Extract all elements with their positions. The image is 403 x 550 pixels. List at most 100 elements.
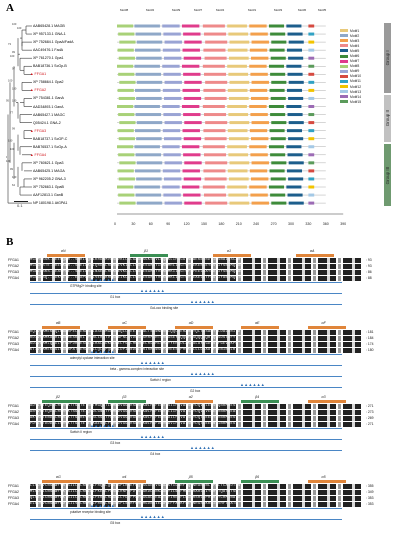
motif-block — [162, 145, 180, 149]
motif-block — [308, 24, 315, 28]
bootstrap-value: 100 — [10, 147, 15, 151]
axis-tick-label: 180 — [218, 222, 225, 226]
motif-block — [228, 32, 249, 36]
motif-block — [135, 193, 162, 197]
motif-block — [117, 88, 134, 92]
motif-block — [134, 24, 160, 28]
motif-block — [308, 113, 315, 117]
motif-block — [308, 169, 315, 173]
axis-tick-label: 390 — [340, 222, 347, 226]
motif-block — [250, 177, 269, 181]
motif-block — [287, 32, 303, 36]
alignment-sequence: KTIVAAMEKLGIKWDNPATHEHASNLLQLTPQEPELDPID… — [30, 348, 362, 353]
tree-leaf: BAB18737.1 ScGP-C — [33, 136, 68, 141]
motif-block — [136, 121, 163, 125]
panel-label-a: A — [6, 2, 14, 14]
alignment-annotation: adenylyl cyclase interaction site — [70, 356, 115, 360]
secondary-structure-label: αG — [55, 475, 61, 479]
motif-headers: Motif8 Motif2 Motif9 Motif7 Motif4 Motif1 Moti… — [112, 8, 382, 14]
motif-block — [183, 193, 201, 197]
tree-leaf: AAF12813.1 GanB — [33, 193, 64, 198]
bootstrap-value: 100 — [17, 26, 22, 30]
secondary-structure-bar — [41, 400, 80, 403]
motif-block — [228, 177, 249, 181]
motif-block — [204, 113, 227, 117]
motif-block — [204, 177, 227, 181]
tree-leaf: AAB65428.1 MAGB — [33, 24, 65, 28]
secondary-structure-bar — [41, 480, 80, 483]
motif-block — [268, 24, 285, 28]
axis-tick-label: 270 — [270, 222, 277, 226]
motif-block — [270, 72, 286, 76]
alignment-sequence: MGCGMSTE-DKEGKAR..SREIDKSIQRDKLRERREVKIL… — [30, 264, 362, 269]
motif-block — [183, 137, 202, 141]
motif-block — [204, 137, 227, 141]
motif-block — [162, 185, 180, 189]
secondary-structure-bar — [108, 400, 147, 403]
secondary-structure-bar — [174, 400, 213, 403]
motif-block — [271, 121, 287, 125]
motif-block — [269, 88, 285, 92]
motif-block — [117, 24, 134, 28]
motif-block — [271, 201, 287, 205]
motif-block — [251, 161, 269, 165]
motif-block — [286, 169, 303, 173]
motif-block — [134, 145, 160, 149]
annotation-line — [30, 439, 342, 440]
motif-block — [164, 80, 182, 84]
bootstrap-value: 100 — [8, 78, 13, 82]
motif-block — [119, 201, 136, 205]
secondary-structure-label: β5 — [188, 475, 193, 479]
secondary-structure-bar — [129, 254, 168, 257]
legend-item: Motif8 — [340, 64, 372, 69]
motif-block — [184, 121, 202, 125]
motif-block — [134, 48, 161, 52]
motif-block — [164, 121, 182, 125]
alignment-sequence-name: FFGA1 — [8, 330, 19, 334]
tree-leaf: AAB65425.1 MAGA — [33, 168, 65, 173]
alignment-end-position: : 273 — [366, 410, 374, 414]
motif-block — [162, 24, 180, 28]
alignment-sequence-name: FFGA2 — [8, 336, 19, 340]
panel-label-b: B — [6, 236, 14, 248]
legend-swatch — [340, 69, 348, 73]
motif-block — [203, 169, 226, 173]
alignment-sequence-name: FFGA2 — [8, 410, 19, 414]
motif-block — [269, 169, 285, 173]
alignment-end-position: : 180 — [366, 348, 374, 352]
motif-header: Motif2 — [146, 8, 155, 12]
motif-block — [118, 193, 135, 197]
tree-leaf: ▲ FFGA3 — [30, 128, 47, 133]
motif-header: Motif7 — [194, 8, 203, 12]
group-label: Group I — [384, 50, 390, 66]
motif-block — [271, 80, 287, 84]
secondary-structure-label: α2 — [188, 395, 193, 399]
motif-block — [227, 24, 247, 28]
axis-tick-label: 90 — [166, 222, 171, 226]
motif-block — [270, 153, 286, 157]
legend-item: Motif7 — [340, 59, 372, 64]
alignment-sequence-name: FFGA3 — [8, 270, 19, 274]
motif-block — [228, 96, 249, 100]
annotation-triangle-markers: ▲▲▲▲▲▲ — [190, 445, 215, 450]
bootstrap-value: 95 — [6, 155, 7, 159]
alignment-sequence-name: FFGA4 — [8, 502, 19, 506]
secondary-structure-label: α1 — [226, 249, 231, 253]
motif-block — [184, 161, 202, 165]
motif-panel: Motif8 Motif2 Motif9 Motif7 Motif4 Motif1 Moti… — [112, 8, 382, 228]
motif-block — [163, 177, 182, 181]
legend-label: Motif7 — [350, 59, 360, 64]
motif-block — [249, 145, 267, 149]
motif-block — [136, 137, 162, 141]
legend-label: Motif10 — [350, 74, 362, 79]
alignment-sequence: MLFDSICNSRWFVKTSIILFLNKIDLFKEKLPRSPLRNFF… — [30, 490, 362, 495]
motif-block — [163, 56, 182, 60]
tree-leaf: XP 754381.1 GanA — [33, 96, 64, 101]
motif-block — [308, 177, 315, 181]
alignment-sequence-name: FFGA4 — [8, 276, 19, 280]
tree-leaf: XP 962205.2 GNA-3 — [33, 176, 66, 181]
alignment-end-position: : 353 — [366, 502, 374, 506]
motif-block — [288, 137, 304, 141]
secondary-structure-label: α4 — [122, 475, 127, 479]
